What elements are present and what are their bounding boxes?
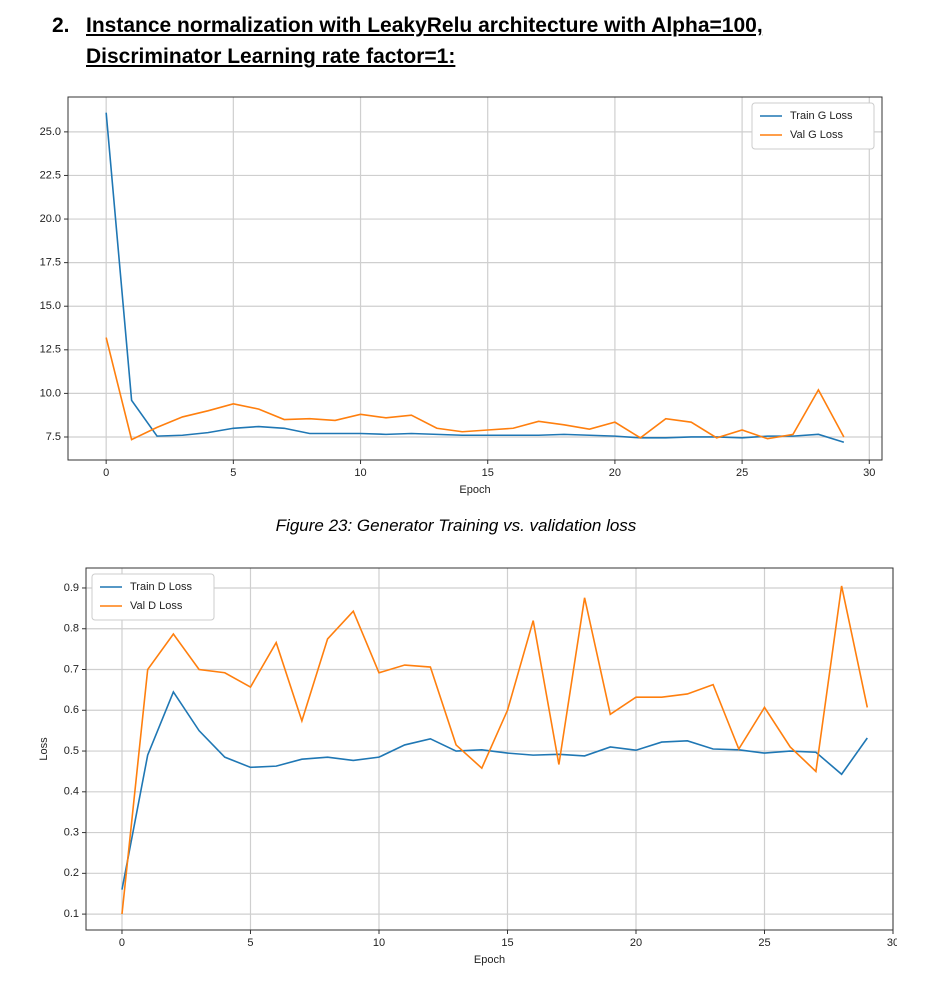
chart: 0.1 0.2 0.3 0.4 0.5 0.6 0.7 0.8 0.9 0 5 10 15 20 25 30 E… — [38, 567, 897, 966]
plot-frame — [85, 567, 894, 931]
y-tick-label: 7.5 — [46, 431, 61, 443]
y-tick-label: 0.6 — [64, 704, 79, 716]
legend-box — [91, 573, 215, 621]
heading-line: Discriminator Learning rate factor=1: — [86, 45, 456, 68]
y-tick-label: 0.4 — [64, 786, 79, 798]
x-tick-label: 30 — [863, 467, 875, 479]
x-tick-label: 5 — [247, 937, 253, 949]
y-tick-label: 17.5 — [40, 257, 61, 269]
line-series — [121, 690, 868, 890]
x-tick-label: 10 — [354, 467, 366, 479]
x-tick-label: 0 — [103, 467, 109, 479]
x-tick-label: 25 — [736, 467, 748, 479]
x-tick-label: 0 — [119, 937, 125, 949]
y-axis-label: Loss — [38, 737, 50, 761]
line-series — [105, 337, 845, 441]
figure-caption: Figure 23: Generator Training vs. valida… — [275, 516, 637, 535]
heading-line: Instance normalization with LeakyRelu ar… — [86, 14, 763, 37]
y-tick-label: 22.5 — [40, 169, 61, 181]
heading: 2. Instance normalization with LeakyRelu… — [52, 10, 763, 72]
y-tick-label: 25.0 — [40, 126, 61, 138]
y-tick-label: 0.1 — [64, 908, 79, 920]
plot-frame — [67, 96, 883, 461]
y-tick-label: 0.5 — [64, 745, 79, 757]
y-tick-label: 0.9 — [64, 582, 79, 594]
legend-box — [751, 102, 875, 150]
y-tick-label: 20.0 — [40, 213, 61, 225]
chart: 7.5 10.0 12.5 15.0 17.5 20.0 22.5 25.0 0 5 10 15 20 2… — [40, 96, 883, 496]
x-axis-label: Epoch — [459, 484, 490, 496]
x-tick-label: 15 — [501, 937, 513, 949]
line-series — [121, 585, 869, 915]
y-tick-label: 0.2 — [64, 867, 79, 879]
x-tick-label: 20 — [630, 937, 642, 949]
x-tick-label: 25 — [758, 937, 770, 949]
legend-label: Val D Loss — [130, 600, 183, 612]
x-tick-label: 10 — [373, 937, 385, 949]
y-tick-label: 0.7 — [64, 663, 79, 675]
y-tick-label: 0.3 — [64, 826, 79, 838]
x-tick-label: 20 — [609, 467, 621, 479]
x-tick-label: 30 — [887, 937, 897, 949]
y-tick-label: 0.8 — [64, 623, 79, 635]
legend-label: Train D Loss — [130, 581, 192, 593]
heading-number: 2. — [52, 14, 70, 37]
legend-label: Val G Loss — [790, 129, 843, 141]
y-tick-label: 15.0 — [40, 300, 61, 312]
y-tick-label: 10.0 — [40, 387, 61, 399]
legend-label: Train G Loss — [790, 110, 853, 122]
x-axis-label: Epoch — [474, 954, 505, 966]
x-tick-label: 5 — [230, 467, 236, 479]
y-tick-label: 12.5 — [40, 344, 61, 356]
x-tick-label: 15 — [482, 467, 494, 479]
